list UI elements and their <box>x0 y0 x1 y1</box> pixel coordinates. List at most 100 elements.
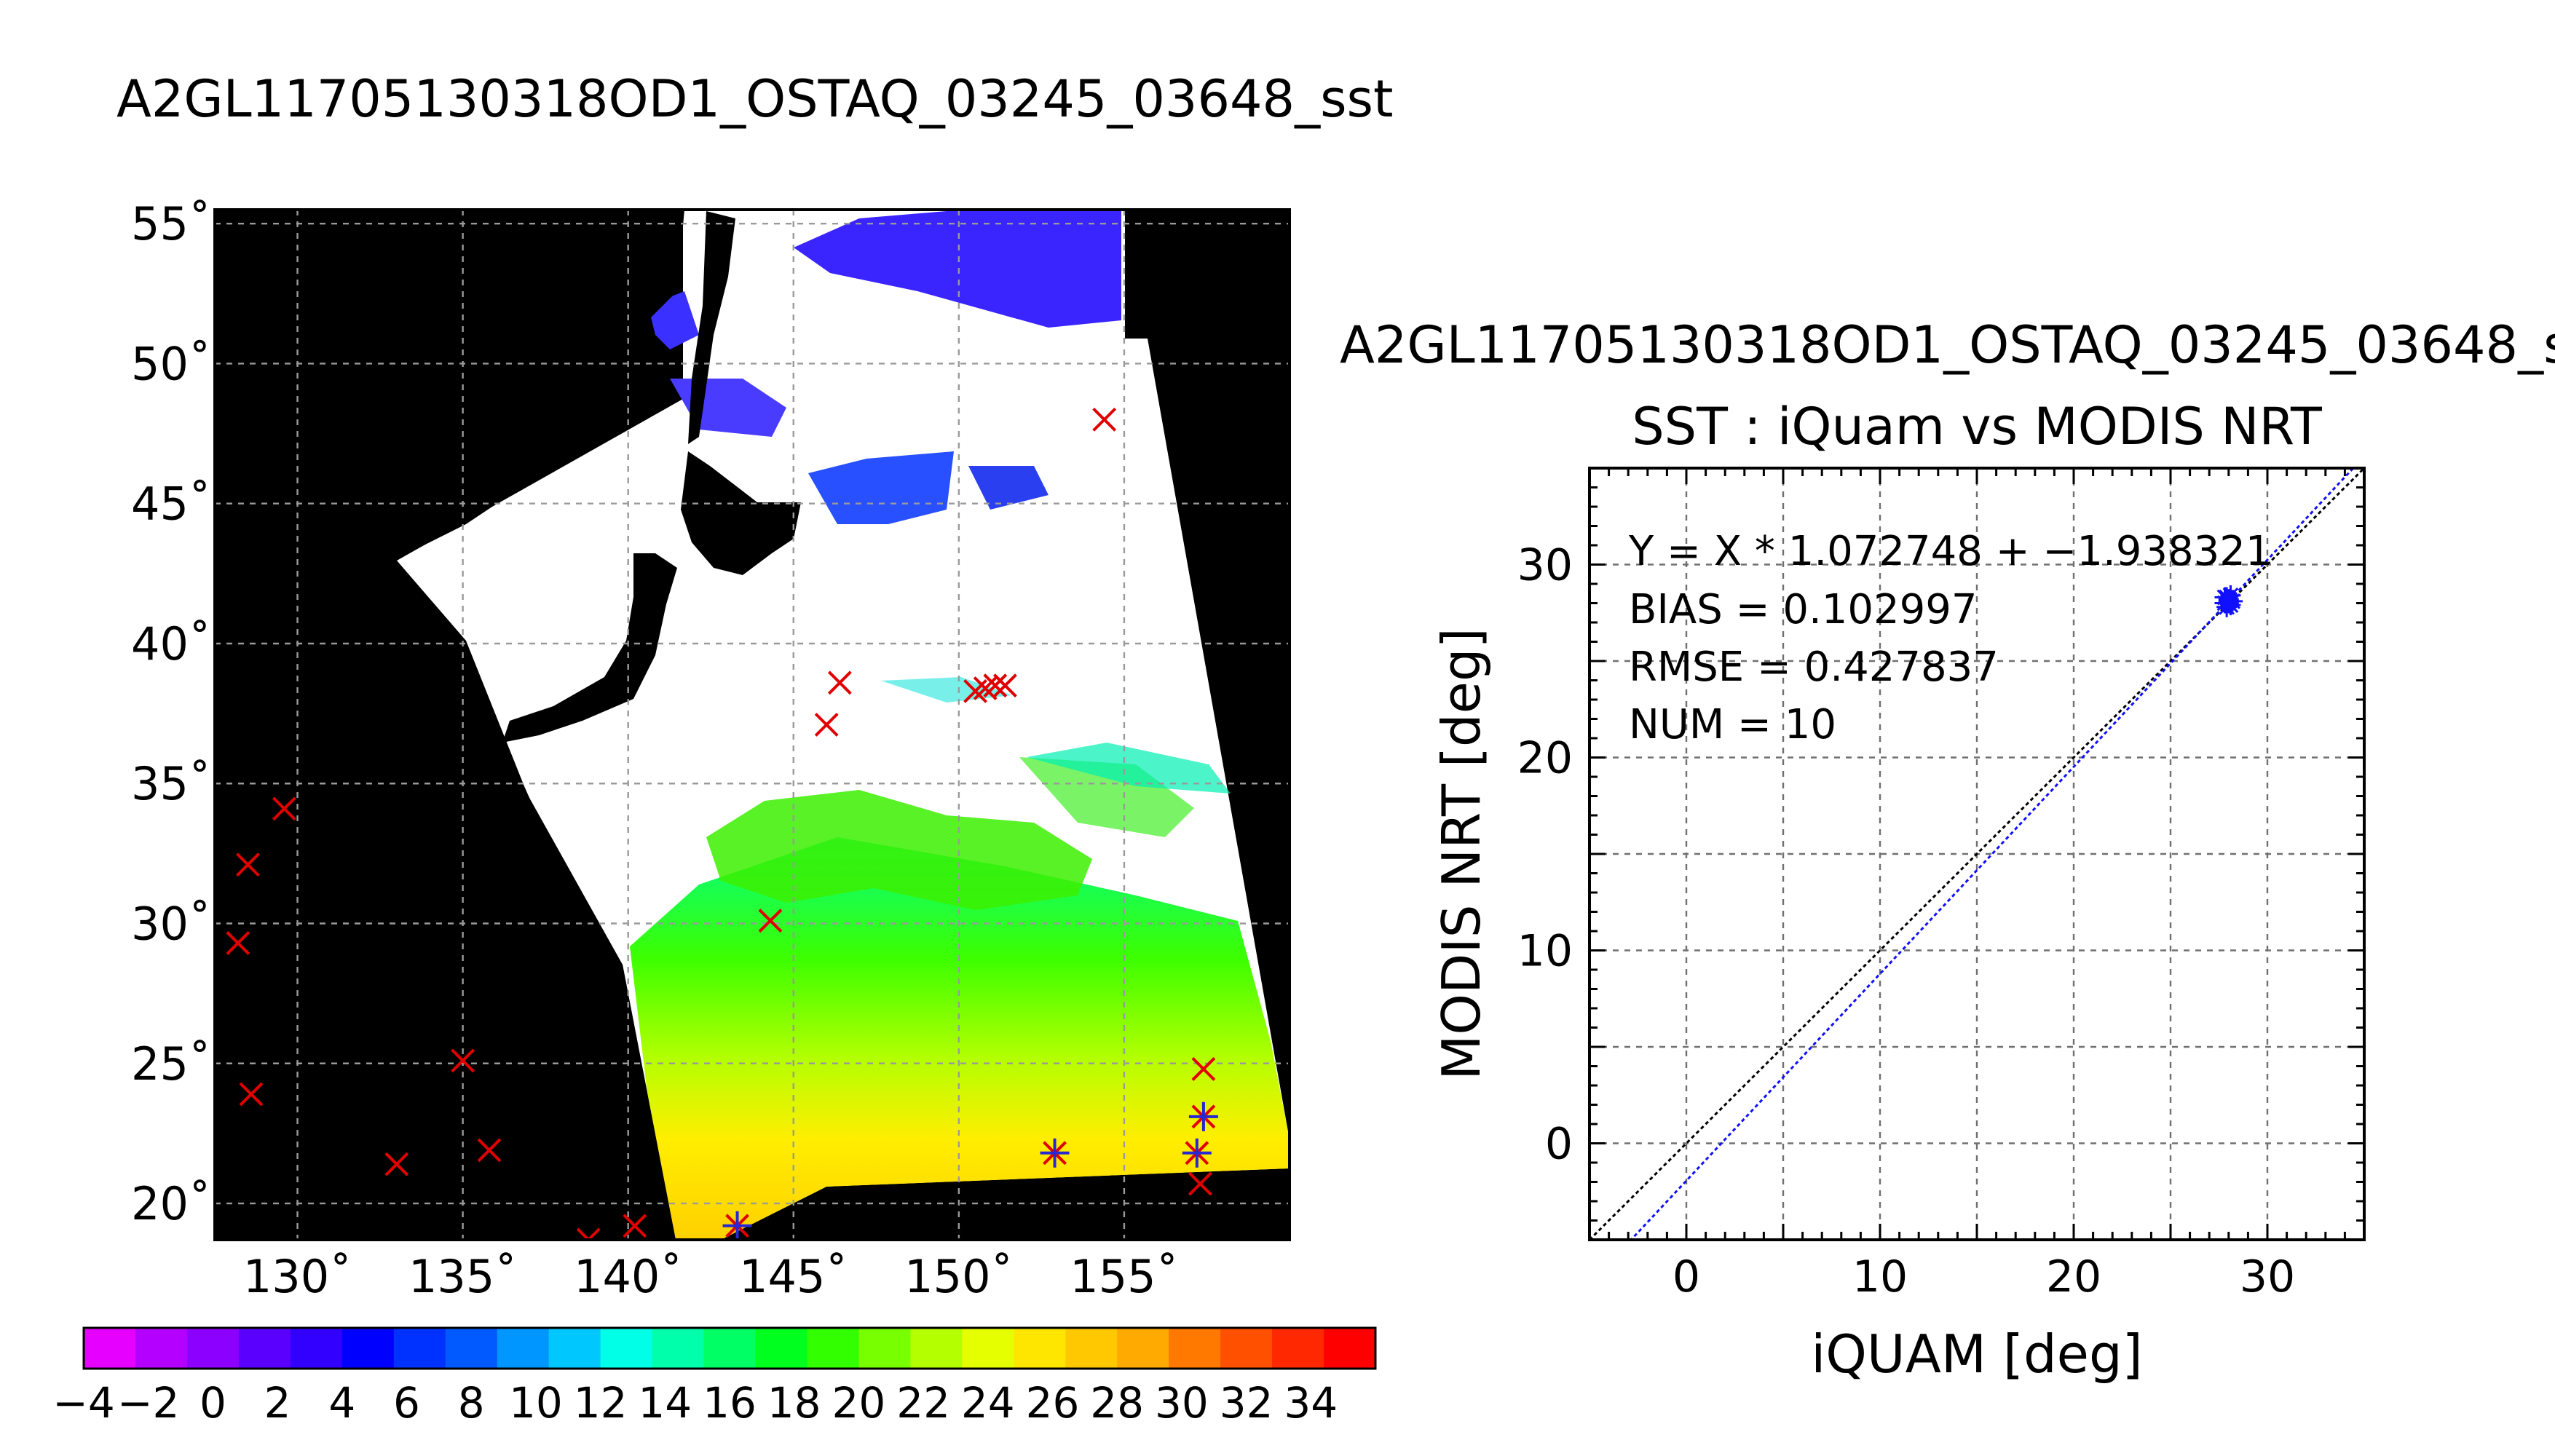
matchup-marker <box>1188 1101 1218 1131</box>
colorbar-label: 28 <box>1090 1378 1144 1428</box>
green-sst-patches <box>706 790 1092 910</box>
iquam-marker <box>451 1048 475 1073</box>
iquam-marker-stroke <box>236 852 260 877</box>
land-asia-mainland <box>215 210 684 1240</box>
scatter-file-title: A2GL11705130318OD1_OSTAQ_03245_03648_s <box>1340 315 2555 375</box>
iquam-marker <box>827 670 852 695</box>
iquam-marker-stroke <box>477 1138 502 1163</box>
scatter-point <box>2218 593 2239 614</box>
colorbar-segment <box>910 1328 963 1369</box>
colorbar-label: 32 <box>1220 1378 1273 1428</box>
map-title: A2GL11705130318OD1_OSTAQ_03245_03648_sst <box>117 69 1393 129</box>
colorbar-label: 24 <box>961 1378 1015 1428</box>
iquam-marker-stroke <box>758 909 783 933</box>
colorbar-segment <box>445 1328 498 1369</box>
iquam-marker <box>814 713 839 737</box>
iquam-marker-stroke <box>1188 1171 1212 1196</box>
colorbar-segment <box>1014 1328 1066 1369</box>
y-axis-label: MODIS NRT [deg] <box>1431 628 1492 1080</box>
colorbar-segment <box>652 1328 705 1369</box>
iquam-marker-stroke <box>576 1227 591 1240</box>
colorbar-segment <box>1324 1328 1376 1369</box>
scatter-chart-title: SST : iQuam vs MODIS NRT <box>1632 397 2322 456</box>
colorbar-segment <box>600 1328 653 1369</box>
map-area <box>215 210 1290 1240</box>
cold-sst-okhotsk <box>794 211 1121 328</box>
colorbar-label: 4 <box>328 1378 355 1428</box>
iquam-marker-stroke <box>1191 1057 1216 1081</box>
iquam-marker <box>477 1138 502 1163</box>
scatter-points <box>2214 585 2243 617</box>
iquam-marker <box>623 1214 647 1238</box>
x-tick-label: 10 <box>1852 1251 1908 1302</box>
lat-tick-label: 20˚ <box>131 1177 211 1230</box>
land-japan-honshu <box>502 553 677 743</box>
cold-sst-patch-b <box>968 466 1049 510</box>
iquam-marker-stroke <box>586 1227 601 1240</box>
scatter-minor-ticks <box>1588 467 2366 1241</box>
iquam-marker <box>226 931 250 955</box>
iquam-marker <box>236 852 260 877</box>
scatter-plot <box>1590 468 2364 1240</box>
colorbar-segment <box>497 1328 550 1369</box>
colorbar-frame <box>82 1326 1377 1370</box>
colorbar-label: 12 <box>574 1378 628 1428</box>
map-lon-ticks: 130˚ 135˚ 140˚ 145˚ 150˚ 155˚ <box>243 1250 1179 1303</box>
iquam-marker-stroke <box>384 1152 409 1176</box>
iquam-marker <box>1092 407 1117 432</box>
map-markers <box>226 407 1218 1240</box>
stats-fit-equation: Y = X * 1.072748 + −1.938321 <box>1628 528 2272 575</box>
colorbar-labels: −4 −2 0 2 4 6 8 10 12 14 16 18 20 22 24 26 28 30 32 34 <box>52 1378 1338 1428</box>
colorbar-segment <box>962 1328 1014 1369</box>
matchup-marker <box>1182 1138 1212 1168</box>
iquam-marker-stroke <box>827 670 852 695</box>
iquam-marker-stroke <box>226 931 250 955</box>
colorbar-label: 8 <box>458 1378 485 1428</box>
iquam-marker-stroke <box>993 673 1017 698</box>
x-tick-label: 0 <box>1673 1251 1700 1302</box>
lon-tick-label: 135˚ <box>408 1250 517 1303</box>
colorbar-segment <box>1220 1328 1273 1369</box>
matchup-marker <box>1040 1138 1070 1168</box>
scatter-x-tick-labels: 0 10 20 30 <box>1673 1251 2295 1302</box>
iquam-marker <box>1191 1057 1216 1081</box>
colorbar-label: 34 <box>1284 1378 1338 1428</box>
colorbar-label: 22 <box>896 1378 950 1428</box>
colorbar <box>82 1326 1377 1370</box>
y-tick-label: 30 <box>1517 540 1573 591</box>
map-border <box>213 208 1291 1241</box>
colorbar-segment <box>807 1328 859 1369</box>
colorbar-label: 2 <box>264 1378 291 1428</box>
stats-num: NUM = 10 <box>1629 701 1836 748</box>
scatter-point-stroke <box>2220 595 2237 612</box>
colorbar-label: −4 <box>52 1378 115 1428</box>
colorbar-label: 26 <box>1026 1378 1080 1428</box>
colorbar-label: 14 <box>638 1378 692 1428</box>
stats-bias: BIAS = 0.102997 <box>1629 586 1978 633</box>
colorbar-label: 10 <box>509 1378 563 1428</box>
iquam-marker <box>983 673 1008 698</box>
iquam-marker-stroke <box>623 1214 647 1238</box>
colorbar-segment <box>135 1328 188 1369</box>
colorbar-segment <box>548 1328 601 1369</box>
iquam-marker-stroke <box>1092 407 1117 432</box>
y-tick-label: 0 <box>1545 1119 1573 1170</box>
colorbar-segment <box>755 1328 807 1369</box>
colorbar-label: 6 <box>393 1378 420 1428</box>
iquam-marker <box>384 1152 409 1176</box>
colorbar-label: −2 <box>117 1378 180 1428</box>
lon-tick-label: 140˚ <box>574 1250 682 1303</box>
iquam-marker <box>758 909 783 933</box>
lat-tick-label: 40˚ <box>131 617 211 670</box>
lon-tick-label: 130˚ <box>243 1250 352 1303</box>
land-sakhalin <box>688 211 735 444</box>
colorbar-segment <box>238 1328 291 1369</box>
lon-tick-label: 145˚ <box>739 1250 848 1303</box>
colorbar-segment <box>1169 1328 1221 1369</box>
colorbar-segment <box>186 1328 240 1369</box>
colorbar-segment <box>290 1328 343 1369</box>
colorbar-label: 30 <box>1155 1378 1209 1428</box>
y-tick-label: 10 <box>1517 926 1573 977</box>
colorbar-label: 0 <box>200 1378 226 1428</box>
